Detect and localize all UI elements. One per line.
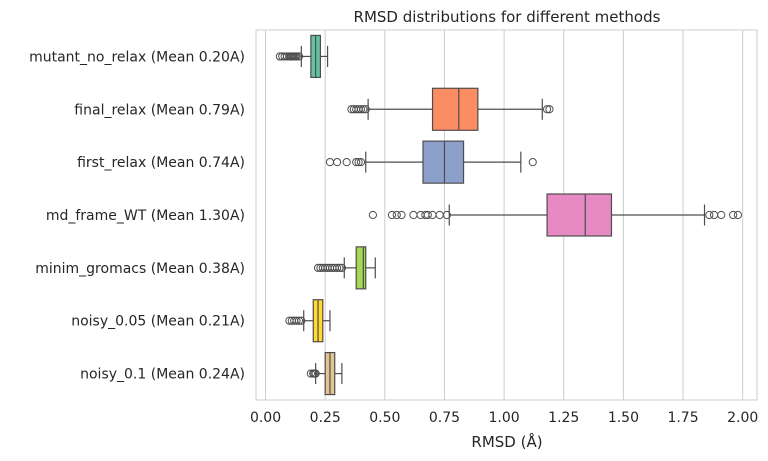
outlier-point bbox=[705, 210, 714, 220]
box-group bbox=[275, 34, 743, 396]
box-series bbox=[275, 34, 329, 79]
box-iqr bbox=[546, 193, 613, 237]
y-tick-labels: mutant_no_relax (Mean 0.20A) final_relax … bbox=[29, 49, 245, 382]
outlier-point bbox=[356, 158, 366, 167]
outlier-point bbox=[311, 369, 320, 378]
x-axis-label: RMSD (Å) bbox=[471, 432, 542, 451]
outlier-point bbox=[361, 105, 370, 114]
outlier-point bbox=[729, 210, 738, 220]
outlier-point bbox=[368, 210, 377, 220]
x-tick-label: 0.00 bbox=[250, 410, 281, 426]
outlier-point bbox=[423, 210, 432, 220]
x-tick-label: 0.75 bbox=[429, 410, 460, 426]
box-iqr bbox=[355, 246, 367, 290]
outlier-point bbox=[442, 210, 451, 220]
box-series bbox=[306, 351, 343, 396]
outlier-point bbox=[392, 210, 401, 220]
x-tick-label: 0.50 bbox=[369, 410, 400, 426]
outlier-point bbox=[335, 263, 344, 272]
box-iqr bbox=[422, 140, 465, 184]
outlier-point bbox=[306, 369, 315, 378]
chart-title: RMSD distributions for different methods bbox=[354, 8, 661, 26]
y-tick-label: minim_gromacs (Mean 0.38A) bbox=[35, 261, 245, 277]
outlier-point bbox=[542, 105, 552, 114]
outlier-point bbox=[294, 316, 304, 325]
x-tick-label: 1.25 bbox=[548, 410, 579, 426]
outlier-point bbox=[294, 52, 304, 61]
x-tick-label: 1.00 bbox=[489, 410, 520, 426]
outlier-point bbox=[333, 158, 342, 167]
box-series bbox=[347, 87, 554, 131]
outlier-point bbox=[352, 158, 361, 167]
box-series bbox=[313, 246, 376, 290]
y-tick-label: noisy_0.05 (Mean 0.21A) bbox=[71, 314, 245, 330]
y-tick-label: first_relax (Mean 0.74A) bbox=[77, 155, 245, 171]
y-tick-label: noisy_0.1 (Mean 0.24A) bbox=[80, 367, 245, 383]
outlier-point bbox=[397, 210, 406, 220]
x-tick-label: 2.00 bbox=[727, 410, 758, 426]
outlier-point bbox=[528, 158, 537, 167]
y-tick-label: mutant_no_relax (Mean 0.20A) bbox=[29, 49, 245, 65]
outlier-point bbox=[359, 105, 368, 114]
outlier-point bbox=[733, 210, 743, 220]
outlier-point bbox=[297, 316, 306, 325]
outlier-point bbox=[356, 105, 366, 114]
outlier-point bbox=[333, 263, 342, 272]
outlier-point bbox=[292, 316, 301, 325]
outlier-point bbox=[342, 158, 351, 167]
plot-frame bbox=[255, 29, 758, 401]
x-tick-label: 1.50 bbox=[608, 410, 639, 426]
box-series bbox=[285, 299, 331, 343]
y-tick-label: md_frame_WT (Mean 1.30A) bbox=[46, 208, 245, 224]
y-tick-label: final_relax (Mean 0.79A) bbox=[74, 102, 245, 118]
outlier-point bbox=[387, 210, 397, 220]
outlier-point bbox=[292, 52, 301, 61]
x-tick-label: 0.25 bbox=[310, 410, 341, 426]
outlier-point bbox=[354, 158, 363, 167]
box-iqr bbox=[431, 87, 479, 131]
outlier-point bbox=[545, 105, 554, 114]
box-series bbox=[368, 193, 743, 237]
x-tick-label: 1.75 bbox=[667, 410, 698, 426]
outlier-point bbox=[717, 210, 726, 220]
outlier-point bbox=[337, 263, 346, 272]
x-tick-labels: 0.00 0.25 0.50 0.75 1.00 1.25 1.50 1.75 2.00 bbox=[250, 410, 758, 426]
box-series bbox=[325, 140, 537, 184]
